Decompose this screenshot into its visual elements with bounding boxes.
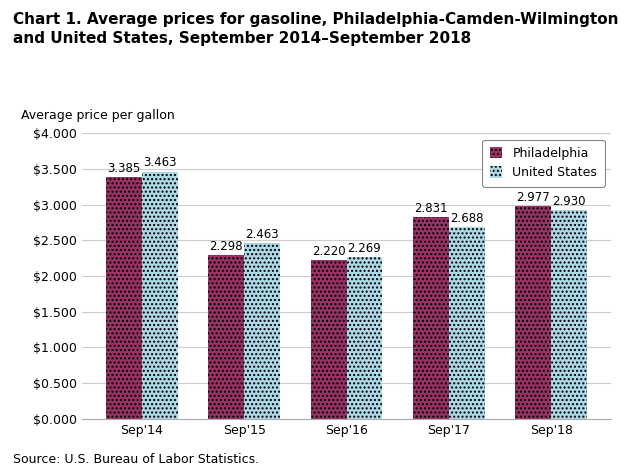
Text: 3.385: 3.385 — [107, 162, 140, 175]
Text: 2.269: 2.269 — [348, 242, 381, 255]
Text: 2.930: 2.930 — [553, 195, 586, 208]
Text: 2.298: 2.298 — [209, 239, 243, 253]
Bar — [551, 209, 587, 419]
Text: 2.688: 2.688 — [450, 212, 483, 225]
Text: Average price per gallon: Average price per gallon — [21, 109, 175, 122]
Bar — [311, 260, 346, 419]
Text: Source: U.S. Bureau of Labor Statistics.: Source: U.S. Bureau of Labor Statistics. — [13, 454, 259, 466]
Bar — [244, 243, 280, 419]
Text: and United States, September 2014–September 2018: and United States, September 2014–Septem… — [13, 31, 471, 46]
Text: Chart 1. Average prices for gasoline, Philadelphia-Camden-Wilmington: Chart 1. Average prices for gasoline, Ph… — [13, 12, 618, 27]
Bar — [209, 255, 244, 419]
Bar — [449, 227, 484, 419]
Bar — [515, 206, 551, 419]
Text: 2.831: 2.831 — [414, 202, 448, 215]
Bar — [106, 177, 142, 419]
Text: 2.977: 2.977 — [517, 191, 550, 204]
Bar — [346, 257, 382, 419]
Text: 3.463: 3.463 — [143, 157, 176, 169]
Text: 2.463: 2.463 — [245, 228, 279, 241]
Text: 2.220: 2.220 — [312, 245, 345, 258]
Legend: Philadelphia, United States: Philadelphia, United States — [483, 139, 605, 187]
Bar — [413, 217, 449, 419]
Bar — [142, 172, 178, 419]
